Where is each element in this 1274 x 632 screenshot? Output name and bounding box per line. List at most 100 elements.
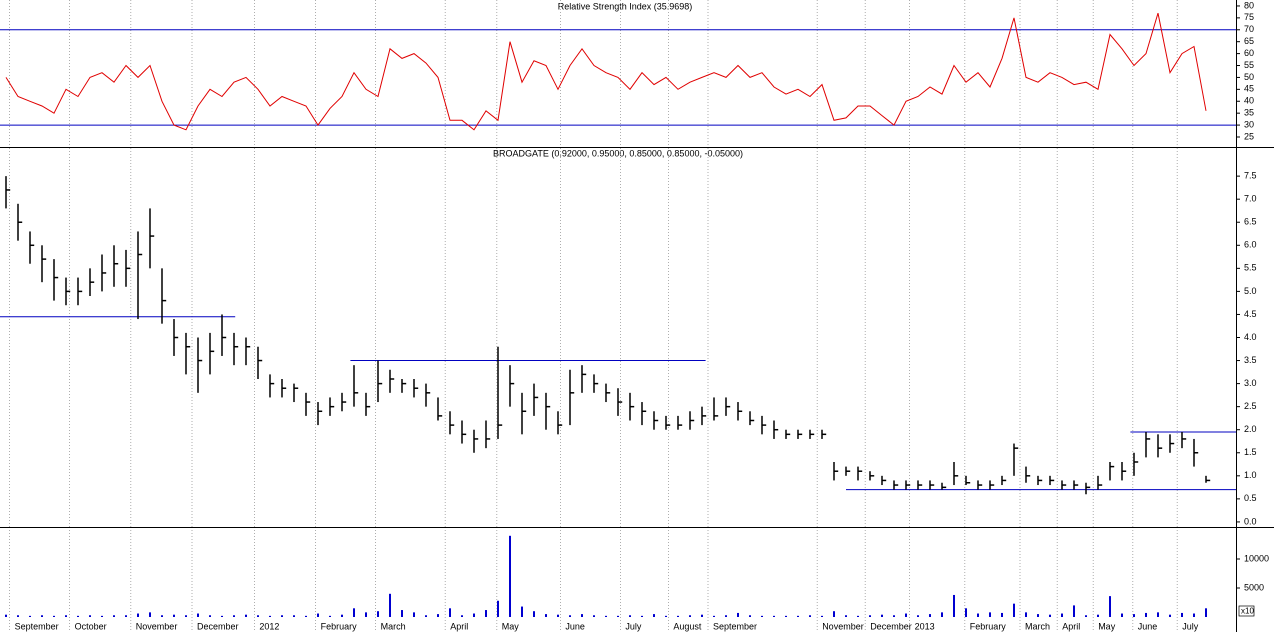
volume-bar [1205, 608, 1207, 617]
volume-bar [689, 615, 691, 617]
y-tick-label: 60 [1244, 48, 1254, 58]
y-tick-label: 2.5 [1244, 401, 1257, 411]
volume-bar [545, 614, 547, 617]
x-tick-label: October [75, 621, 107, 631]
x-tick-label: August [673, 621, 702, 631]
volume-bar [869, 615, 871, 617]
volume-bar [1097, 614, 1099, 617]
volume-bar [425, 615, 427, 617]
volume-bar [473, 613, 475, 617]
volume-bar [821, 615, 823, 617]
volume-bar [1001, 612, 1003, 617]
x-tick-label: December [197, 621, 239, 631]
volume-bar [557, 614, 559, 617]
volume-bar [809, 615, 811, 617]
y-tick-label: 1.5 [1244, 447, 1257, 457]
volume-bar [137, 613, 139, 617]
volume-bar [533, 611, 535, 617]
volume-bar [293, 615, 295, 617]
volume-bar [173, 614, 175, 617]
volume-bar [509, 535, 511, 617]
volume-bar [737, 612, 739, 617]
x-tick-label: November [822, 621, 864, 631]
y-tick-label: 5.5 [1244, 263, 1257, 273]
x-tick-label: April [450, 621, 468, 631]
volume-bar [1157, 612, 1159, 617]
volume-bar [149, 612, 151, 617]
volume-bar [833, 611, 835, 617]
volume-bar [341, 614, 343, 617]
volume-bar [269, 615, 271, 617]
volume-bar [377, 611, 379, 617]
volume-bar [725, 615, 727, 617]
volume-bar [653, 614, 655, 617]
volume-bar [221, 615, 223, 617]
y-tick-label: 55 [1244, 60, 1254, 70]
y-tick-label: 10000 [1244, 553, 1269, 563]
y-tick-label: 7.5 [1244, 171, 1257, 181]
volume-bar [857, 615, 859, 617]
volume-bar [77, 615, 79, 617]
volume-bar [101, 615, 103, 617]
volume-bar [785, 615, 787, 617]
volume-bar [929, 614, 931, 617]
volume-bar [989, 612, 991, 617]
volume-bar [917, 615, 919, 617]
volume-bar [5, 614, 7, 617]
volume-bar [1193, 613, 1195, 617]
volume-bar [1133, 614, 1135, 617]
volume-bar [461, 615, 463, 617]
y-tick-label: 6.0 [1244, 240, 1257, 250]
volume-bar [209, 615, 211, 617]
volume-bar [413, 612, 415, 617]
volume-bar [1121, 613, 1123, 617]
volume-bar [761, 615, 763, 617]
y-tick-label: 0.0 [1244, 516, 1257, 526]
volume-bar [1109, 596, 1111, 617]
x-tick-label: July [625, 621, 642, 631]
y-tick-label: 40 [1244, 96, 1254, 106]
volume-bar [713, 615, 715, 617]
volume-bar [365, 612, 367, 617]
x-tick-label: 2012 [259, 621, 279, 631]
y-tick-label: 3.0 [1244, 378, 1257, 388]
volume-bar [773, 615, 775, 617]
y-tick-label: 5.0 [1244, 286, 1257, 296]
volume-bar [29, 615, 31, 617]
volume-bar [497, 600, 499, 617]
volume-bar [449, 608, 451, 617]
y-tick-label: 0.5 [1244, 493, 1257, 503]
volume-bar [905, 613, 907, 617]
y-tick-label: 35 [1244, 108, 1254, 118]
volume-bar [437, 614, 439, 617]
x-tick-label: July [1182, 621, 1199, 631]
y-tick-label: 4.0 [1244, 332, 1257, 342]
volume-bar [893, 615, 895, 617]
volume-bar [329, 615, 331, 617]
y-tick-label: 75 [1244, 12, 1254, 22]
x-tick-label: March [381, 621, 406, 631]
y-tick-label: 70 [1244, 24, 1254, 34]
x-tick-label: May [1098, 621, 1116, 631]
volume-bar [641, 615, 643, 617]
volume-bar [1049, 614, 1051, 617]
volume-bar [881, 614, 883, 617]
volume-bar [1073, 605, 1075, 617]
volume-bar [1025, 612, 1027, 617]
volume-bar [233, 615, 235, 617]
volume-bar [17, 615, 19, 617]
volume-bar [581, 614, 583, 617]
y-tick-label: 65 [1244, 36, 1254, 46]
y-tick-label: 30 [1244, 119, 1254, 129]
volume-bar [113, 615, 115, 617]
volume-bar [125, 615, 127, 617]
volume-bar [965, 608, 967, 617]
volume-bar [257, 615, 259, 617]
y-tick-label: 1.0 [1244, 470, 1257, 480]
rsi-title: Relative Strength Index (35.9698) [558, 1, 693, 11]
x-tick-label: December [870, 621, 912, 631]
volume-bar [977, 613, 979, 617]
volume-bar [845, 615, 847, 617]
volume-bar [1169, 614, 1171, 617]
